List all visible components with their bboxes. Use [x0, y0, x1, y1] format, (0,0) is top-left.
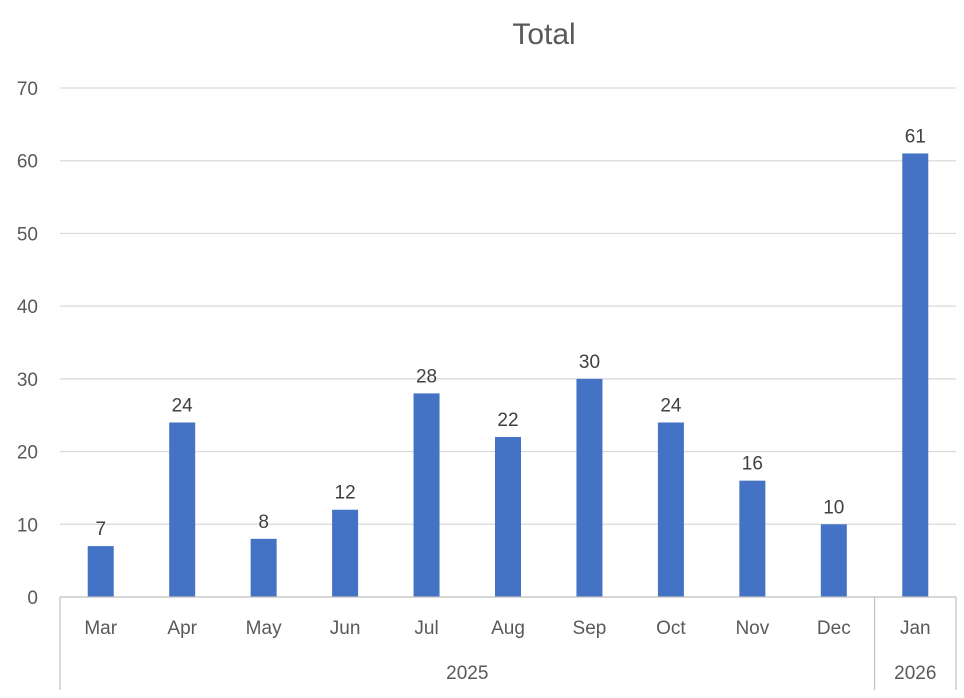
- bar: [739, 480, 766, 597]
- x-group-label: 2026: [894, 663, 936, 684]
- data-label: 22: [497, 410, 518, 431]
- data-label: 12: [335, 483, 356, 504]
- bar: [657, 422, 684, 597]
- bar: [820, 524, 847, 597]
- y-tick-label: 10: [17, 515, 38, 536]
- bars: [87, 153, 929, 597]
- data-label: 10: [823, 497, 844, 518]
- y-axis-ticks: 0 10 20 30 40 50 60 70: [17, 79, 38, 609]
- chart-title: Total: [512, 18, 575, 51]
- x-tick-label: Dec: [817, 618, 851, 639]
- x-tick-label: Sep: [573, 618, 607, 639]
- bar: [332, 509, 359, 597]
- data-label: 7: [95, 519, 106, 540]
- y-tick-label: 40: [17, 297, 38, 318]
- data-label: 24: [660, 395, 682, 416]
- data-label: 30: [579, 352, 600, 373]
- y-tick-label: 70: [17, 79, 38, 100]
- y-tick-label: 30: [17, 370, 38, 391]
- data-label: 16: [742, 454, 763, 475]
- x-tick-label: Oct: [656, 618, 686, 639]
- data-label: 24: [172, 395, 194, 416]
- data-label: 61: [905, 126, 926, 147]
- y-tick-label: 0: [27, 588, 38, 609]
- data-label: 8: [258, 512, 269, 533]
- bar: [250, 538, 277, 597]
- x-tick-label: Apr: [167, 618, 197, 639]
- x-group-label: 2025: [446, 663, 488, 684]
- x-tick-label: Jan: [900, 618, 931, 639]
- y-tick-label: 60: [17, 152, 38, 173]
- bar: [495, 437, 521, 597]
- data-label: 28: [416, 366, 437, 387]
- bar: [169, 422, 196, 597]
- x-tick-label: Aug: [491, 618, 525, 639]
- x-axis: Mar Apr May Jun Jul Aug Sep Oct Nov Dec Jan 2025 202…: [59, 596, 957, 690]
- bar: [87, 546, 114, 597]
- y-tick-label: 50: [17, 224, 38, 245]
- x-tick-label: May: [246, 618, 282, 639]
- y-tick-label: 20: [17, 443, 38, 464]
- x-tick-label: Nov: [735, 618, 769, 639]
- bar: [902, 153, 929, 597]
- x-tick-label: Mar: [84, 618, 117, 639]
- bar: [576, 378, 603, 597]
- data-labels: 7 24 8 12 28 22 30 24 16 10 61: [95, 126, 925, 540]
- gridlines: [60, 87, 956, 525]
- x-tick-label: Jul: [414, 618, 438, 639]
- x-tick-label: Jun: [330, 618, 361, 639]
- bar: [413, 393, 440, 597]
